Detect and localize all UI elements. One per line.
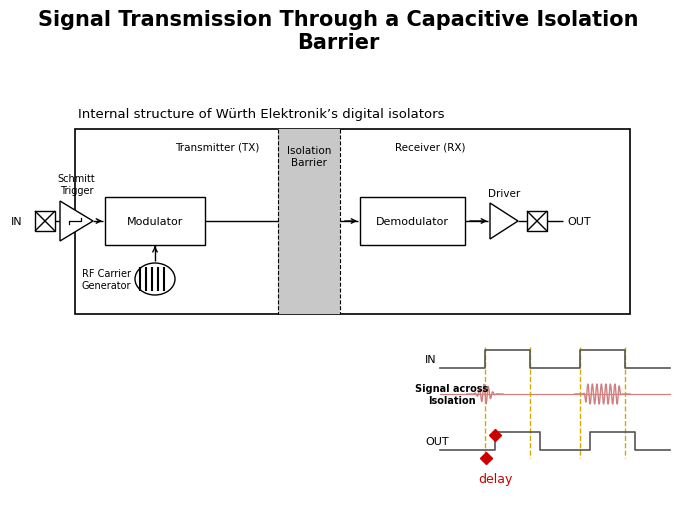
Bar bbox=[105, 197, 205, 245]
Bar bbox=[75, 130, 630, 315]
Bar bbox=[360, 197, 465, 245]
Text: Demodulator: Demodulator bbox=[376, 217, 449, 227]
Text: Isolation
Barrier: Isolation Barrier bbox=[287, 146, 331, 167]
Polygon shape bbox=[490, 204, 518, 239]
Text: OUT: OUT bbox=[425, 436, 449, 446]
Bar bbox=[527, 212, 547, 231]
Text: Modulator: Modulator bbox=[127, 217, 183, 227]
Text: OUT: OUT bbox=[567, 217, 591, 227]
Polygon shape bbox=[60, 201, 93, 241]
Text: Schmitt
Trigger: Schmitt Trigger bbox=[57, 174, 95, 195]
Bar bbox=[278, 130, 340, 315]
Text: Driver: Driver bbox=[488, 189, 520, 198]
Text: delay: delay bbox=[478, 472, 512, 485]
Text: RF Carrier
Generator: RF Carrier Generator bbox=[82, 269, 131, 290]
Bar bbox=[35, 212, 55, 231]
Text: IN: IN bbox=[11, 217, 23, 227]
Text: Transmitter (TX): Transmitter (TX) bbox=[175, 142, 259, 151]
Text: Receiver (RX): Receiver (RX) bbox=[395, 142, 465, 151]
Text: Signal across
Isolation: Signal across Isolation bbox=[415, 383, 488, 405]
Text: Internal structure of Würth Elektronik’s digital isolators: Internal structure of Würth Elektronik’s… bbox=[78, 108, 445, 121]
Ellipse shape bbox=[135, 264, 175, 295]
Text: Signal Transmission Through a Capacitive Isolation
Barrier: Signal Transmission Through a Capacitive… bbox=[38, 10, 639, 53]
Text: IN: IN bbox=[425, 355, 437, 364]
